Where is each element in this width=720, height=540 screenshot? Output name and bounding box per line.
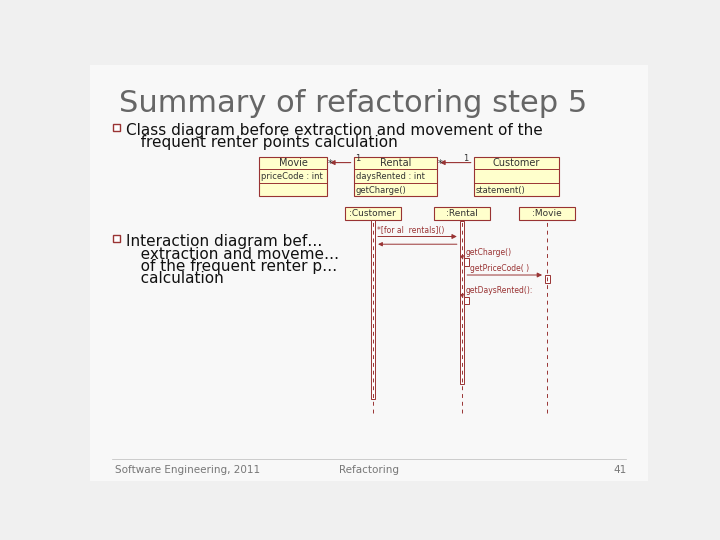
Text: :Rental: :Rental [446,209,478,218]
Text: 1: 1 [463,154,468,163]
Text: daysRented : int: daysRented : int [356,172,425,181]
Bar [113,235,120,242]
Bar [464,296,469,304]
Bar [345,207,401,220]
Bar [259,157,327,197]
Text: Class diagram before extraction and movement of the: Class diagram before extraction and move… [126,123,542,138]
Bar [464,258,469,266]
Text: Interaction diagram bef…: Interaction diagram bef… [126,234,322,249]
Text: 1: 1 [355,154,360,163]
Text: *: * [438,159,443,169]
Text: getPriceCode( ): getPriceCode( ) [469,265,529,273]
Bar [371,220,375,399]
Bar [113,124,120,131]
Text: calculation: calculation [126,271,223,286]
Bar [474,157,559,197]
Text: *[for al  rentals](): *[for al rentals]() [377,226,444,235]
Bar [545,275,549,283]
Text: getCharge(): getCharge() [356,186,407,195]
Text: Rental: Rental [379,158,411,168]
Bar [519,207,575,220]
Text: extraction and moveme…: extraction and moveme… [126,247,339,261]
Text: 41: 41 [613,465,626,475]
Text: getCharge(): getCharge() [466,247,512,256]
Text: Summary of refactoring step 5: Summary of refactoring step 5 [120,90,588,118]
Text: priceCode : int: priceCode : int [261,172,323,181]
Bar [354,157,437,197]
Text: frequent renter points calculation: frequent renter points calculation [126,135,397,150]
Text: *: * [328,159,333,169]
Text: :Movie: :Movie [532,209,562,218]
Text: Customer: Customer [492,158,540,168]
Text: :Customer: :Customer [349,209,396,218]
Text: Refactoring: Refactoring [339,465,399,475]
Text: getDaysRented():: getDaysRented(): [466,286,534,295]
FancyBboxPatch shape [87,62,651,484]
Text: Movie: Movie [279,158,307,168]
Text: of the frequent renter p…: of the frequent renter p… [126,259,337,274]
Text: statement(): statement() [476,186,526,195]
Bar [459,221,464,383]
Bar [434,207,490,220]
Text: Software Engineering, 2011: Software Engineering, 2011 [114,465,260,475]
